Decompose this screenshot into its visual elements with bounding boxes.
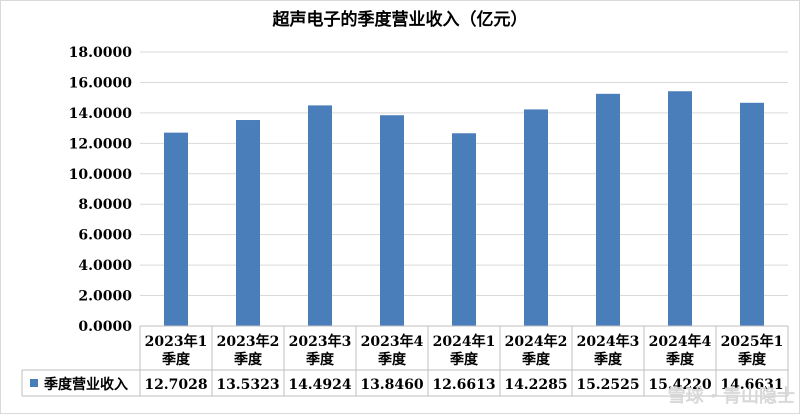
data-value-label: 14.2285 (504, 377, 567, 393)
data-value-label: 15.2525 (576, 377, 639, 393)
category-label: 2024年3 季度 (577, 333, 640, 368)
y-tick-label: 4.0000 (78, 258, 132, 274)
bar (596, 93, 620, 326)
bar (452, 133, 476, 326)
data-value-label: 13.5323 (216, 377, 279, 393)
y-tick-label: 0.0000 (78, 319, 132, 335)
data-table: 2023年1 季度 2023年2 季度 2023年3 季度 2023年4 季度 2024年1 季度… (21, 325, 789, 397)
category-label: 2023年4 季度 (361, 333, 424, 368)
bar (380, 115, 404, 326)
y-tick-label: 12.0000 (69, 136, 133, 152)
chart-title: 超声电子的季度营业收入（亿元） (273, 9, 528, 30)
data-value-label: 15.4220 (648, 377, 712, 393)
data-value-label: 13.8460 (360, 377, 424, 393)
watermark-text: 雪球 · 青山隐士 (668, 386, 795, 407)
category-label: 2025年1 季度 (721, 333, 784, 368)
bar (668, 91, 692, 326)
bar (164, 132, 188, 326)
bar (524, 109, 548, 326)
category-label: 2024年4 季度 (649, 333, 712, 368)
y-axis-ticks: 0.0000 2.0000 4.0000 6.0000 8.0000 10.0000 12.… (69, 45, 133, 335)
category-label: 2024年2 季度 (505, 333, 568, 368)
data-value-label: 14.4924 (288, 377, 352, 393)
bar (740, 102, 764, 326)
category-label: 2023年3 季度 (289, 333, 352, 368)
bars (164, 91, 764, 326)
category-label: 2023年2 季度 (217, 333, 280, 368)
y-tick-label: 16.0000 (69, 75, 133, 91)
data-value-label: 12.6613 (432, 377, 495, 393)
y-tick-label: 18.0000 (69, 45, 133, 61)
y-tick-label: 2.0000 (78, 289, 132, 305)
bar (308, 105, 332, 326)
bar (236, 120, 260, 326)
y-tick-label: 8.0000 (78, 197, 132, 213)
data-value-label: 14.6631 (720, 377, 783, 393)
legend-swatch (30, 379, 38, 387)
y-tick-label: 6.0000 (78, 228, 132, 244)
y-tick-label: 14.0000 (69, 106, 133, 122)
y-tick-label: 10.0000 (69, 167, 133, 183)
category-label: 2024年1 季度 (433, 333, 496, 368)
legend-label: 季度营业收入 (43, 376, 128, 393)
data-value-label: 12.7028 (144, 377, 207, 393)
category-label: 2023年1 季度 (145, 333, 208, 368)
